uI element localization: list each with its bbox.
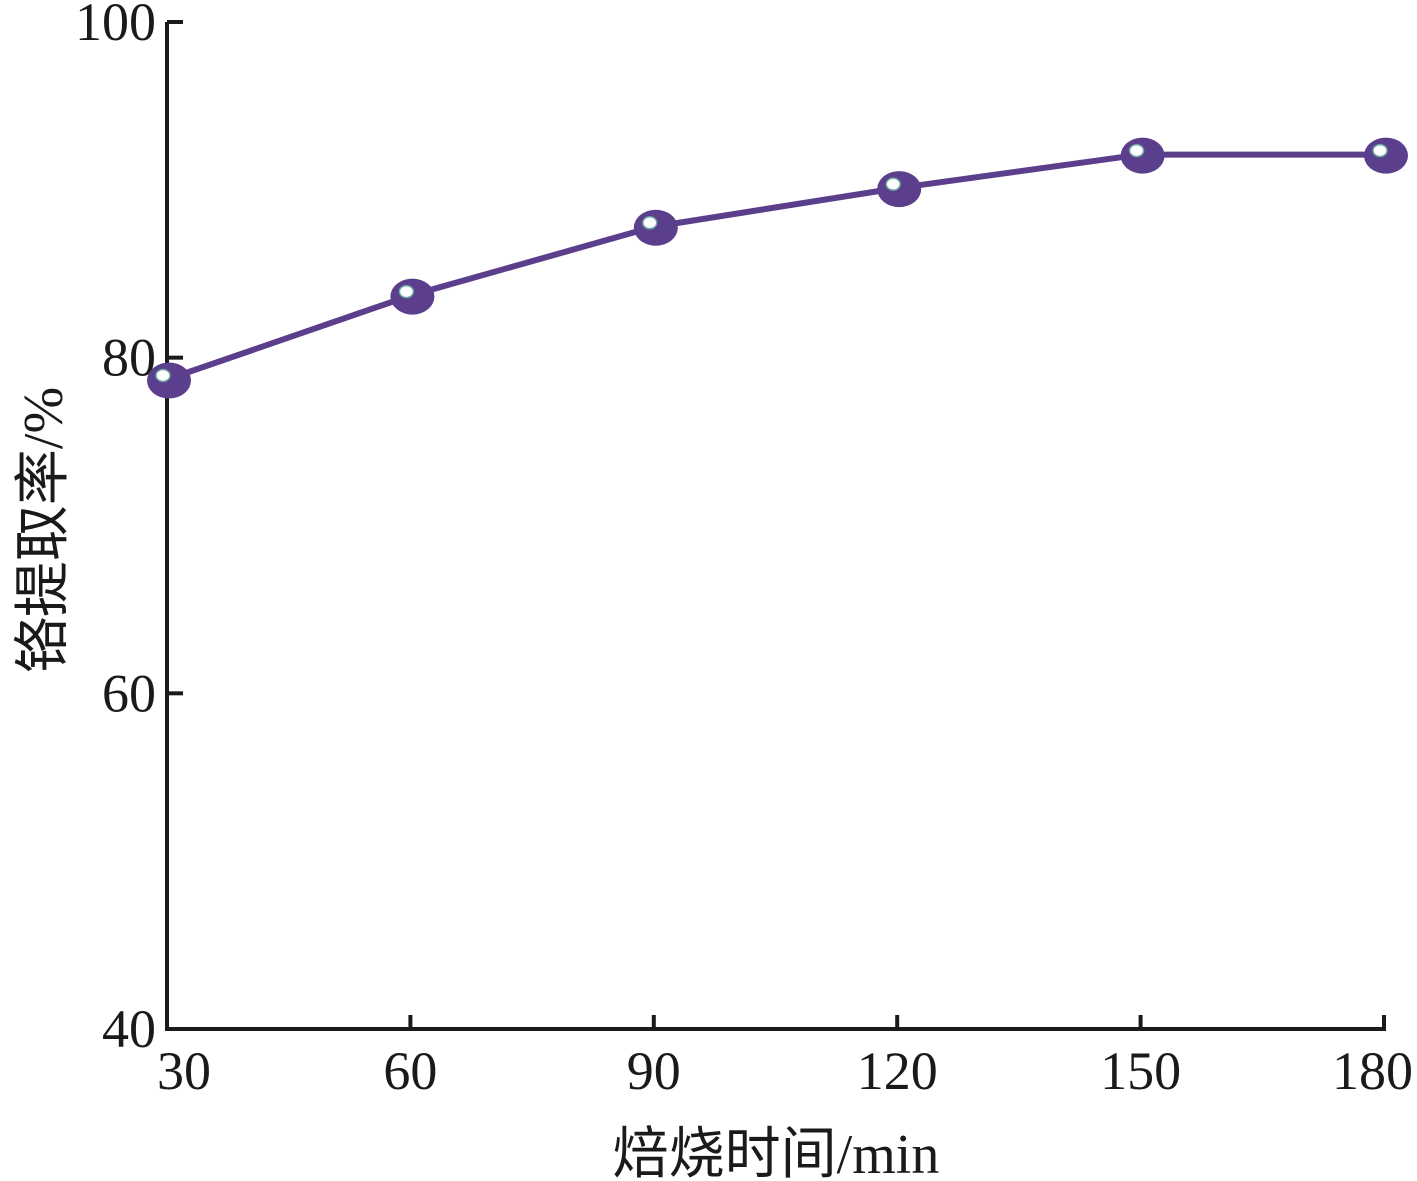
data-point (390, 278, 435, 315)
y-axis-title: 铬提取率/% (13, 387, 75, 673)
x-axis-title: 焙烧时间/min (613, 1124, 940, 1181)
x-tick-label: 180 (1332, 1041, 1413, 1101)
y-tick-label: 80 (102, 328, 156, 388)
series-line (166, 151, 1384, 383)
x-tick-label: 90 (627, 1041, 681, 1101)
x-tick-label: 60 (383, 1041, 437, 1101)
data-point-highlight (1128, 143, 1145, 158)
data-point (633, 209, 678, 246)
data-point (877, 171, 922, 208)
data-point-highlight (885, 177, 901, 191)
data-point-highlight (642, 216, 658, 230)
chart-axes (165, 22, 1386, 1031)
x-tick-label: 30 (157, 1041, 211, 1101)
y-axis-ticks: 40 60 80 100 (75, 0, 183, 1059)
data-point-highlight (1372, 143, 1388, 158)
data-point-highlight (398, 284, 415, 299)
y-tick-label: 40 (102, 999, 156, 1059)
data-point (1364, 137, 1408, 174)
series-group (147, 137, 1408, 399)
y-tick-label: 60 (102, 663, 156, 723)
x-axis-ticks: 30 60 90 120 150 180 (157, 1015, 1413, 1101)
x-tick-label: 120 (857, 1041, 938, 1101)
data-point (1120, 137, 1165, 174)
x-tick-label: 150 (1100, 1041, 1181, 1101)
data-point-highlight (155, 368, 171, 383)
data-point (147, 362, 191, 399)
y-tick-label: 100 (75, 0, 156, 52)
